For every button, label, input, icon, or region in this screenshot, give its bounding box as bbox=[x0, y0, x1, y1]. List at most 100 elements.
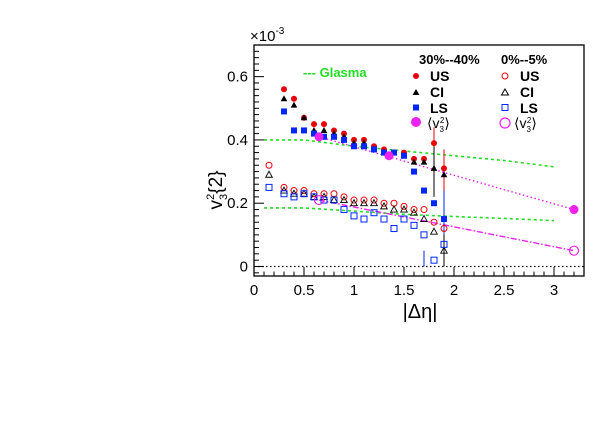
legend-marker-us-filled bbox=[413, 73, 419, 79]
point-open-circle bbox=[400, 202, 408, 210]
legend-label-ci-1: CI bbox=[430, 84, 444, 100]
point-filled-circle bbox=[441, 165, 447, 172]
point-open-square bbox=[430, 256, 438, 264]
legend-header-0-5: 0%--5% bbox=[501, 52, 548, 67]
point-filled-square bbox=[421, 187, 427, 194]
point-filled-circle bbox=[311, 121, 317, 128]
point-filled-triangle bbox=[440, 171, 448, 178]
x-tick-label: 3 bbox=[550, 282, 558, 299]
legend-label-avg-2: ⟨v32⟩ bbox=[514, 115, 537, 134]
point-open-circle bbox=[360, 196, 368, 204]
y-axis-label: v32{2} bbox=[205, 170, 230, 209]
x-tick-label: 0 bbox=[250, 282, 258, 299]
point-filled-square bbox=[341, 136, 347, 143]
point-filled-triangle bbox=[320, 126, 328, 133]
point-open-circle bbox=[350, 196, 358, 204]
curve-avg-fit-30-40 bbox=[318, 136, 575, 211]
y-tick-label: 0.2 bbox=[227, 195, 248, 212]
point-open-circle bbox=[420, 206, 428, 214]
legend-marker-ci-filled bbox=[412, 89, 420, 95]
point-open-square bbox=[370, 209, 378, 217]
point-filled-big-circle bbox=[314, 132, 324, 142]
point-open-triangle bbox=[429, 227, 439, 235]
point-open-triangle bbox=[389, 205, 399, 213]
point-filled-square bbox=[431, 200, 437, 207]
point-open-triangle bbox=[439, 246, 449, 254]
x-tick-label: 0.5 bbox=[294, 282, 315, 299]
point-open-triangle bbox=[379, 201, 389, 210]
legend-marker-avg-filled bbox=[411, 117, 421, 127]
point-filled-square bbox=[351, 143, 357, 150]
point-open-triangle bbox=[279, 186, 289, 194]
point-open-triangle bbox=[339, 195, 349, 204]
point-filled-square bbox=[401, 152, 407, 159]
legend-label-ls-2: LS bbox=[520, 100, 538, 116]
point-open-square bbox=[265, 183, 273, 191]
point-filled-big-circle bbox=[569, 205, 579, 215]
point-open-square bbox=[350, 212, 358, 220]
point-open-triangle bbox=[399, 205, 409, 213]
point-filled-square bbox=[441, 216, 447, 223]
point-open-triangle bbox=[409, 208, 419, 216]
legend-label-avg-1: ⟨v32⟩ bbox=[427, 115, 450, 134]
y-tick-label: 0.6 bbox=[227, 69, 248, 86]
curve-glasma-peripheral bbox=[264, 207, 555, 222]
point-open-square bbox=[330, 196, 338, 204]
point-open-triangle bbox=[349, 198, 359, 207]
point-open-square bbox=[280, 190, 288, 198]
point-filled-square bbox=[281, 108, 287, 115]
point-open-square bbox=[300, 190, 308, 198]
legend-marker-us-open bbox=[501, 72, 509, 80]
legend-label-us-2: US bbox=[520, 68, 539, 84]
curve-avg-fit-0-5 bbox=[318, 199, 575, 252]
point-open-triangle bbox=[369, 198, 379, 207]
point-open-circle bbox=[370, 196, 378, 204]
point-filled-circle bbox=[281, 86, 287, 93]
point-filled-square bbox=[331, 133, 337, 140]
point-open-square bbox=[420, 231, 428, 239]
point-filled-triangle bbox=[300, 114, 308, 121]
legend-header-30-40: 30%--40% bbox=[419, 52, 480, 67]
legend-marker-avg-open bbox=[499, 117, 511, 129]
point-open-circle bbox=[340, 193, 348, 201]
point-open-square bbox=[390, 225, 398, 233]
legend-marker-ls-filled bbox=[413, 104, 419, 111]
point-open-square bbox=[320, 196, 328, 204]
point-filled-big-circle bbox=[384, 151, 394, 161]
point-open-square bbox=[410, 221, 418, 229]
plot-frame bbox=[253, 44, 585, 277]
point-open-square bbox=[380, 215, 388, 223]
x-tick-label: 2 bbox=[450, 282, 458, 299]
point-filled-triangle bbox=[410, 158, 418, 165]
curve-glasma-central bbox=[264, 139, 555, 168]
point-open-big-circle bbox=[313, 194, 325, 206]
point-filled-square bbox=[301, 127, 307, 134]
legend-marker-ls-open bbox=[501, 104, 509, 111]
point-open-square bbox=[290, 193, 298, 201]
point-filled-triangle bbox=[430, 164, 438, 171]
legend-label-ci-2: CI bbox=[520, 84, 534, 100]
legend-marker-ci-open bbox=[500, 88, 510, 96]
point-filled-square bbox=[411, 168, 417, 175]
point-filled-square bbox=[291, 127, 297, 134]
point-filled-circle bbox=[321, 121, 327, 128]
point-filled-square bbox=[311, 130, 317, 137]
legend-label-ls-1: LS bbox=[430, 100, 448, 116]
x-axis-label: |Δη| bbox=[403, 301, 438, 323]
point-open-square bbox=[340, 206, 348, 214]
point-filled-square bbox=[321, 133, 327, 140]
x-tick-label: 1 bbox=[350, 282, 358, 299]
point-open-circle bbox=[440, 225, 448, 233]
point-open-square bbox=[400, 215, 408, 223]
point-filled-square bbox=[381, 149, 387, 156]
glasma-legend: --- Glasma bbox=[303, 65, 367, 80]
curves-layer bbox=[254, 136, 584, 268]
point-open-triangle bbox=[289, 189, 299, 197]
legend-label-us-1: US bbox=[430, 68, 449, 84]
point-open-square bbox=[440, 240, 448, 248]
point-filled-triangle bbox=[420, 158, 428, 165]
point-open-circle bbox=[380, 199, 388, 207]
point-open-triangle bbox=[264, 170, 274, 178]
point-open-circle bbox=[410, 206, 418, 214]
